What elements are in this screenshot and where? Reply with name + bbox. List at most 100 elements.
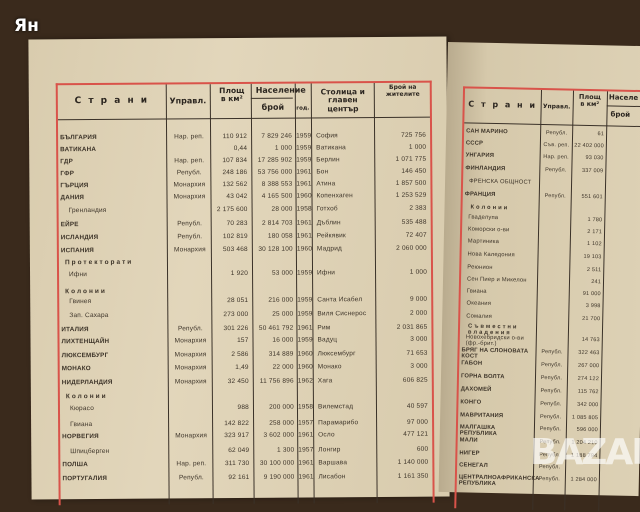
inhabitants-value: 2 383	[377, 205, 427, 212]
area-value: 28 051	[212, 297, 248, 304]
header-government: Управл.	[541, 104, 573, 111]
area-value: 61	[573, 131, 604, 138]
inhabitants-value: 725 756	[376, 132, 426, 139]
capital-name: Рейкявик	[317, 232, 346, 239]
left-table: С т р а н и Управл. Площ в км² Население…	[56, 81, 435, 506]
population-year: 1961	[297, 219, 312, 226]
area-value: 311 730	[213, 460, 249, 467]
population-value: 3 602 000	[254, 432, 294, 439]
population-value: 16 000	[253, 337, 293, 344]
inhabitants-value: 1 000	[376, 144, 426, 151]
country-name: Нова Каледония	[467, 251, 535, 258]
population-year: 1960	[297, 245, 312, 252]
population-value: 53 000	[253, 270, 293, 277]
area-value: 1,49	[213, 364, 249, 371]
bazar-logo: BAZAR	[530, 432, 640, 473]
area-value: 115 762	[568, 389, 599, 396]
government-type: Монархия	[171, 337, 209, 344]
capital-name: Вадуц	[317, 336, 337, 343]
header-pop-count: брой	[251, 104, 295, 113]
population-year: 1961	[298, 459, 313, 466]
area-value: 988	[213, 404, 249, 411]
header-capital: Столица и главен център	[314, 88, 372, 113]
government-type: Монархия	[172, 364, 210, 371]
government-type: Републ.	[171, 233, 209, 240]
country-name: Сомалия	[466, 313, 534, 320]
population-value: 28 000	[253, 206, 293, 213]
inhabitants-value: 1 857 500	[376, 180, 426, 187]
inhabitants-value: 1 000	[377, 269, 427, 276]
country-name: Коморски о-ви	[468, 226, 536, 233]
country-name: НИДЕРЛАНДИЯ	[62, 379, 113, 386]
country-name: ФИНЛАНДИЯ	[465, 165, 537, 173]
area-value: 267 000	[568, 363, 599, 370]
government-type: Републ.	[536, 362, 567, 369]
government-type: Републ.	[541, 130, 572, 137]
country-name: Гвиана	[70, 421, 92, 428]
government-type	[539, 228, 570, 229]
population-year: 1961	[298, 431, 313, 438]
government-type: Нар. реп.	[541, 154, 572, 161]
header-area: Площ в км²	[218, 87, 246, 104]
population-year: 1958	[298, 403, 313, 410]
government-type: Монархия	[172, 378, 210, 385]
area-value: 132 562	[211, 181, 247, 188]
government-type: Републ.	[536, 349, 567, 356]
government-type	[537, 336, 568, 337]
capital-name: Осло	[318, 431, 335, 438]
area-value: 274 122	[568, 376, 599, 383]
population-value: 11 756 896	[254, 378, 294, 385]
inhabitants-value: 535 488	[377, 219, 427, 226]
area-value: 2 511	[570, 267, 601, 274]
capital-name: Готхоб	[317, 205, 338, 212]
government-type: Републ.	[540, 193, 571, 200]
country-name: БРЯГ НА СЛОНОВАТА КОСТ	[461, 347, 533, 361]
country-name: Колонии	[66, 393, 108, 400]
country-name: ГОРНА ВОЛТА	[461, 373, 533, 381]
inhabitants-value: 9 000	[377, 296, 427, 303]
country-name: ЕЙРЕ	[61, 221, 79, 228]
population-value: 314 889	[254, 351, 294, 358]
area-value: 102 819	[212, 233, 248, 240]
area-value	[569, 326, 600, 327]
area-value: 43 042	[211, 193, 247, 200]
area-value: 1 102	[571, 241, 602, 248]
government-type	[539, 216, 570, 217]
capital-name: Лисабон	[318, 473, 345, 480]
inhabitants-value: 71 653	[378, 350, 428, 357]
population-year: 1959	[296, 132, 311, 139]
population-year: 1961	[296, 180, 311, 187]
government-type: Републ.	[172, 474, 210, 481]
government-type: Републ.	[171, 325, 209, 332]
population-year: 1959	[296, 144, 311, 151]
country-name: Шпицберген	[70, 448, 109, 455]
header-country: С т р а н и	[465, 100, 541, 110]
government-type: Нар. реп.	[172, 460, 210, 467]
country-name: Гвиана	[467, 288, 535, 295]
population-divider	[251, 98, 293, 99]
government-type: Монархия	[172, 432, 210, 439]
country-name: Гвинея	[69, 298, 91, 305]
header-pop-year: год.	[295, 105, 311, 111]
government-type	[540, 206, 571, 207]
country-name: ГДР	[60, 158, 73, 165]
government-type	[539, 253, 570, 254]
country-name: Мартиника	[468, 238, 536, 245]
government-type: Републ.	[536, 388, 567, 395]
government-type: Републ.	[171, 220, 209, 227]
population-year: 1959	[297, 296, 312, 303]
area-value: 551 601	[572, 194, 603, 201]
inhabitants-value: 477 121	[378, 431, 428, 438]
capital-name: Атина	[316, 180, 335, 187]
government-type	[538, 278, 569, 279]
capital-name: Варшава	[318, 459, 347, 466]
country-name: ДАНИЯ	[60, 194, 84, 201]
capital-name: Бон	[316, 168, 328, 175]
country-name: ФРАНЦИЯ	[465, 191, 537, 199]
header-pop-count: брой	[610, 111, 630, 119]
inhabitants-value: 3 000	[378, 363, 428, 370]
population-year: 1959	[296, 156, 311, 163]
population-year: 1961	[296, 168, 311, 175]
area-value: 503 468	[212, 246, 248, 253]
inhabitants-value: 1 140 000	[378, 459, 428, 466]
